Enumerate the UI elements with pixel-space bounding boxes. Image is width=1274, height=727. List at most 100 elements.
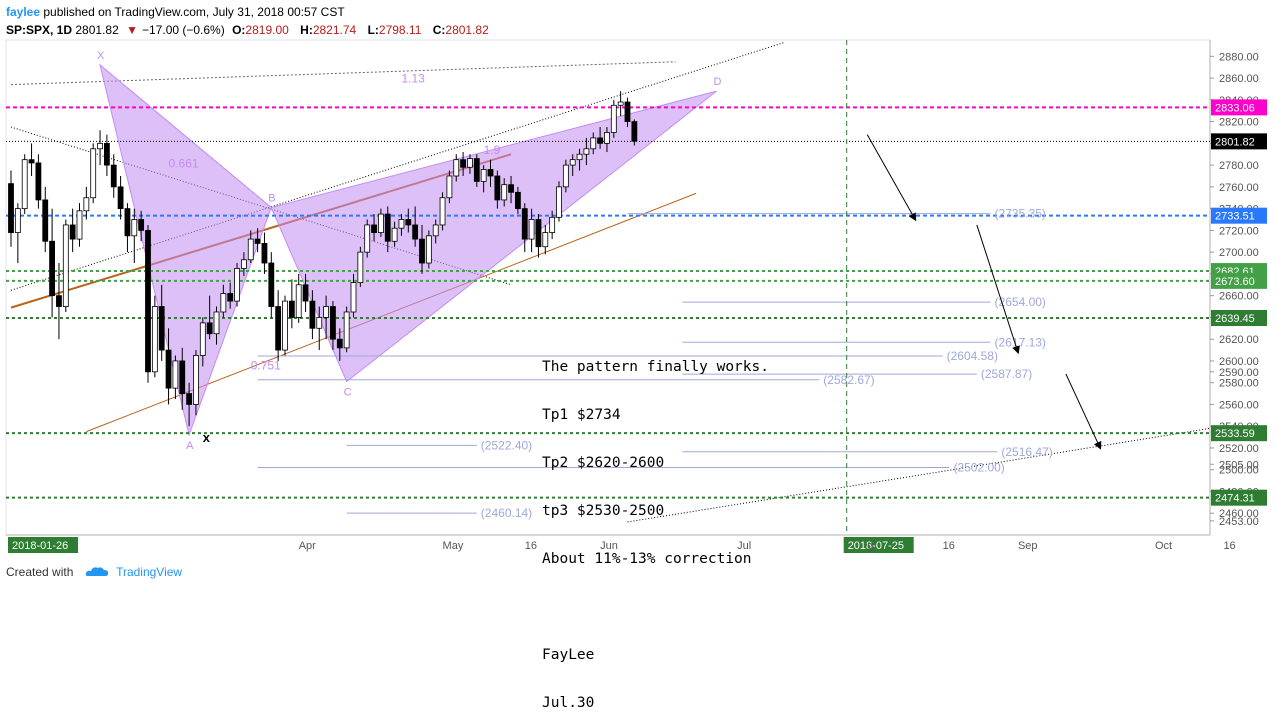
candle-body [439,197,446,226]
candle-body [323,306,330,318]
footer: Created with TradingView [6,565,182,579]
tradingview-cloud-icon [85,567,108,576]
candle-body [604,132,610,144]
top-dotted-line [10,61,676,86]
candle-body [261,243,268,264]
time-tag [843,537,914,553]
candle-body [227,293,234,302]
open-value: 2819.00 [245,23,289,37]
candle-body [384,213,391,242]
price-tick-label: 2620.00 [1219,334,1259,346]
candle-body [14,208,21,233]
candle-body [49,240,55,297]
x-marker-label: x [203,430,211,445]
candle-body [419,238,425,264]
tradingview-link[interactable]: TradingView [116,565,183,579]
candle-body [480,169,487,182]
time-tick-label: g [867,540,873,552]
note-line: Tp2 $2620-2600 [542,455,665,471]
candle-body [83,197,90,212]
target-level-label: (2502.00) [953,461,1004,475]
price-tag [1211,99,1267,116]
candle-body [467,158,473,168]
candle-body [131,219,138,237]
candle-body [268,262,275,307]
last-price: 2801.82 [75,23,119,37]
price-tick-label: 2660.00 [1219,291,1259,303]
candle-body [446,175,453,199]
candle-body [275,306,282,351]
candle-body [69,224,76,240]
note-line: Jul.30 [542,695,595,711]
candle-body [234,268,240,302]
candle-body [528,219,535,240]
price-tag-label: 2833.06 [1215,102,1255,114]
price-tag-label: 2639.45 [1215,313,1255,325]
author-link[interactable]: faylee [6,5,41,19]
time-tick-label: Oct [1155,540,1172,552]
pattern-ratio-label: 1.9 [484,143,501,157]
candle-body [62,224,69,307]
candle-body [398,219,405,229]
candle-body [193,355,199,405]
close-label: C: [432,23,446,37]
candle-body [309,300,316,329]
target-level-label: (2735.35) [995,207,1046,221]
price-tag-label: 2533.59 [1215,428,1255,440]
note-line [542,599,769,615]
price-tick-label: 2600.00 [1219,356,1259,368]
symbol: SP:SPX, 1D [6,23,73,37]
note-line: FayLee [542,647,595,663]
candle-body [295,284,302,318]
time-tick-label: 16 [1223,540,1235,552]
time-tick-label: Jul [737,540,751,552]
candle-body [364,224,371,253]
price-tag [1211,310,1267,327]
price-tick-label: 2760.00 [1219,182,1259,194]
candle-body [583,148,590,155]
candle-body [145,229,151,373]
candle-body [199,322,206,356]
note-line: Tp1 $2734 [542,407,621,423]
down-arrow-icon: ▼ [126,23,138,37]
candle-body [377,213,384,233]
candle-body [432,224,439,237]
candle-body [576,153,583,161]
price-tick-label: 2505.00 [1219,459,1259,471]
candle-body [501,184,508,201]
candle-body [508,184,514,193]
symbol-line: SP:SPX, 1D 2801.82 ▼ −17.00 (−0.6%) O:281… [6,21,497,39]
price-tick-label: 2720.00 [1219,225,1259,237]
price-tick-label: 2590.00 [1219,367,1259,379]
candle-body [617,101,624,106]
published-text: published on TradingView.com, July 31, 2… [43,5,345,19]
target-level-label: (2604.58) [947,349,998,363]
price-tick-label: 2460.00 [1219,508,1259,520]
note-line: tp3 $2530-2500 [542,503,665,519]
target-level-label: (2587.87) [981,367,1032,381]
time-tick-label: 2018-01-26 [12,540,68,552]
high-label: H: [300,23,313,37]
candle-body [42,199,49,242]
pattern-xab-triangle [99,63,272,437]
price-tick-label: 2780.00 [1219,160,1259,172]
note-line: The pattern finally works. [542,359,769,375]
candle-body [124,208,131,237]
candle-body [110,164,117,188]
candle-body [610,104,617,133]
candle-body [405,219,412,226]
candle-body [172,360,179,389]
channel-upper-line [10,41,786,291]
analysis-note: The pattern finally works. Tp1 $2734 Tp2… [542,327,769,727]
price-chart[interactable]: 2880.002860.002840.002820.002800.002780.… [0,0,1274,591]
candle-body [590,137,597,150]
target-level-label: (2654.00) [995,295,1046,309]
candle-body [8,183,14,233]
candle-body [521,208,528,240]
candle-body [179,360,186,394]
time-tick-label: 2018-07-25 [848,540,904,552]
pattern-ratio-label: 0.751 [251,359,281,373]
candle-body [76,210,83,240]
high-value: 2821.74 [312,23,357,37]
price-tick-label: 2820.00 [1219,117,1259,129]
